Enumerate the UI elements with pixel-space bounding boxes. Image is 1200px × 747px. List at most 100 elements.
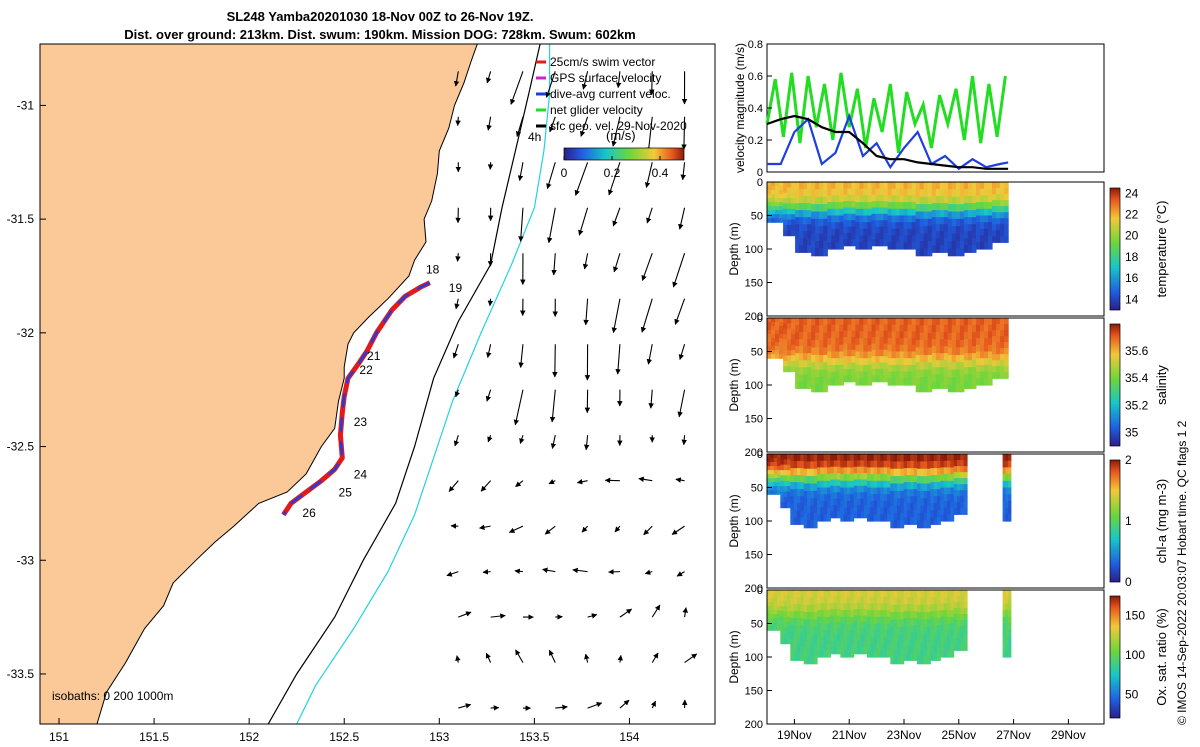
temperature-cell xyxy=(935,203,941,211)
salinity-cell xyxy=(887,331,893,339)
chl-a-cell xyxy=(783,464,788,471)
temperature-cell xyxy=(835,215,840,223)
temperature-cell xyxy=(951,211,957,220)
chl-a-cell xyxy=(800,461,805,469)
oxygen-cell xyxy=(767,602,771,607)
glider-track-blue xyxy=(282,281,431,516)
salinity-cell xyxy=(903,371,909,379)
chl-a-cell xyxy=(797,510,801,518)
salinity-cell xyxy=(943,318,949,326)
salinity-cell xyxy=(811,377,816,385)
temperature-cell xyxy=(839,188,844,196)
chl-a-cell xyxy=(950,467,955,475)
chl-a-cell xyxy=(950,494,955,502)
chl-a-cell xyxy=(840,474,845,482)
chl-a-cell xyxy=(870,500,875,509)
chl-a-cell xyxy=(817,487,821,495)
oxygen-cell xyxy=(840,616,845,625)
land-area xyxy=(40,44,478,724)
temperature-cell xyxy=(815,182,820,190)
chl-a-cell xyxy=(930,510,935,518)
salinity-cell xyxy=(895,318,901,326)
salinity-cell xyxy=(980,378,985,386)
velocity-vector xyxy=(555,704,568,711)
temperature-cell xyxy=(767,214,772,219)
chl-a-cell xyxy=(900,468,905,477)
temperature-cell xyxy=(895,228,901,237)
salinity-cell xyxy=(988,324,993,332)
temperature-cell xyxy=(915,248,921,257)
salinity-cell xyxy=(771,318,776,323)
chl-a-cell xyxy=(777,462,781,467)
oxygen-cell xyxy=(897,626,901,635)
oxygen-cell xyxy=(827,630,831,638)
salinity-cell xyxy=(851,356,856,364)
oxygen-cell xyxy=(890,597,895,606)
oxygen-cell xyxy=(793,590,798,598)
chl-a-cell xyxy=(790,468,795,476)
oxygen-cell xyxy=(830,615,835,623)
chl-a-cell xyxy=(820,474,825,482)
oxygen-cell xyxy=(1002,630,1006,638)
salinity-cell xyxy=(835,358,840,366)
velocity-y-tick-label: 0.4 xyxy=(748,103,763,115)
chl-a-cell xyxy=(1008,500,1012,509)
temperature-cell xyxy=(783,208,788,215)
velocity-vector xyxy=(583,298,589,326)
temperature-cell xyxy=(927,248,933,257)
temperature-cell xyxy=(803,231,808,239)
chl-a-cell xyxy=(777,474,781,479)
chl-a-cell xyxy=(800,482,805,490)
salinity-cell xyxy=(855,331,860,339)
oxygen-cell xyxy=(850,616,855,625)
temperature-cell xyxy=(919,182,925,190)
oxygen-cell xyxy=(827,636,831,645)
temperature-cell xyxy=(955,196,961,205)
chl-a-cell xyxy=(947,480,951,489)
salinity-cell xyxy=(971,318,977,326)
oxygen-cell xyxy=(873,643,878,651)
chl-a-cell xyxy=(1005,500,1009,509)
oxygen-cell xyxy=(880,590,885,598)
oxygen-cell xyxy=(877,636,881,645)
temperature-cell xyxy=(887,182,893,190)
velocity-vector xyxy=(518,344,524,369)
chl-a-cell xyxy=(1005,514,1009,522)
chl-a-cell xyxy=(917,454,921,462)
temperature-cell xyxy=(867,208,873,217)
velocity-vector xyxy=(614,525,621,533)
chl-a-cell xyxy=(810,520,815,529)
temperature-cell xyxy=(903,182,909,190)
chl-a-cell xyxy=(767,466,771,471)
oxygen-cell xyxy=(883,630,888,638)
oxygen-cell xyxy=(883,603,888,611)
chl-a-cell xyxy=(797,489,801,497)
salinity-cell xyxy=(859,344,864,353)
salinity-cell xyxy=(883,356,889,364)
velocity-vector xyxy=(480,480,492,492)
temperature-cell xyxy=(939,196,945,204)
oxygen-cell xyxy=(793,632,798,640)
oxygen-cell xyxy=(817,650,821,658)
temperature-cell xyxy=(863,222,868,230)
temperature-cell xyxy=(927,233,933,242)
temperature-cell xyxy=(943,217,949,225)
oxygen-cell xyxy=(843,636,848,645)
salinity-cell xyxy=(967,367,973,375)
salinity-cell xyxy=(843,330,848,338)
oxygen-cell xyxy=(833,590,838,597)
velocity-vector xyxy=(454,389,460,398)
oxygen-cell xyxy=(807,612,811,621)
salinity-cell xyxy=(767,322,772,327)
chl-a-cell xyxy=(843,494,848,502)
salinity-cell xyxy=(799,360,804,368)
chl-a-cell xyxy=(887,487,891,495)
temperature-cell xyxy=(807,189,812,197)
salinity-cell xyxy=(931,381,937,389)
chl-a-cell xyxy=(930,468,935,476)
salinity-cell xyxy=(996,360,1001,367)
chl-a-cell xyxy=(890,476,895,485)
salinity-cell xyxy=(935,353,941,361)
temperature-cell xyxy=(976,188,981,196)
oxygen-cell xyxy=(883,650,888,658)
